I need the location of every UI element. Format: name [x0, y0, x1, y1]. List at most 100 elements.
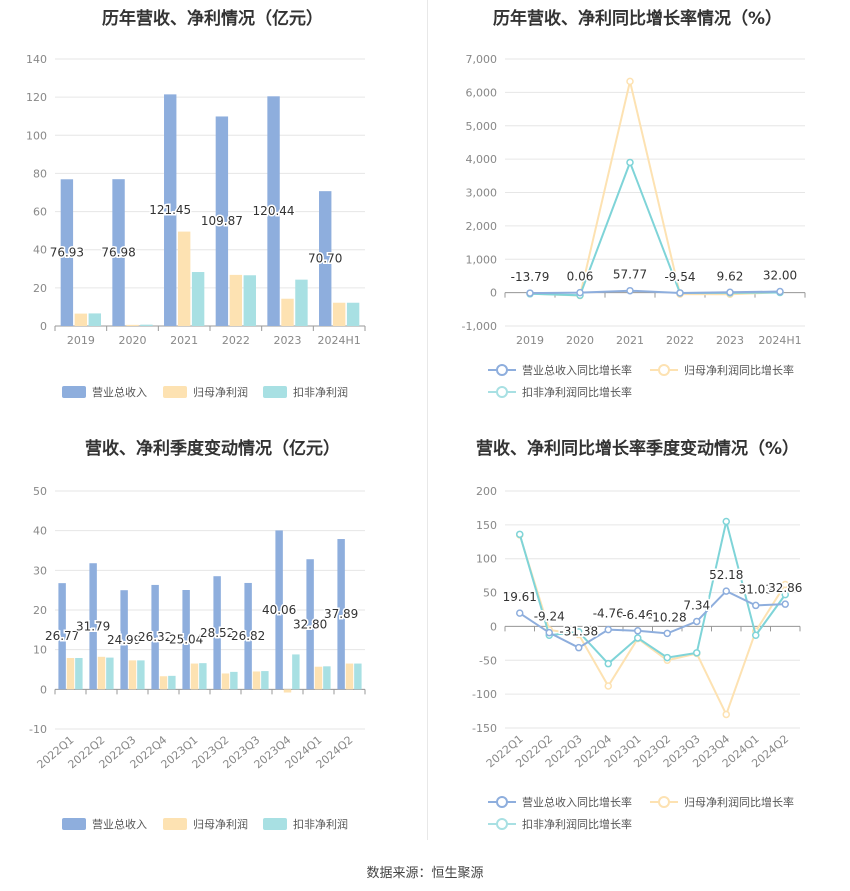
- legend-swatch: [488, 386, 516, 398]
- y-tick-label: 20: [33, 282, 47, 295]
- quarterly-growth-chart: -150-100-500501001502002022Q12022Q22022Q…: [472, 485, 804, 770]
- legend-parent-growth[interactable]: 归母净利润同比增长率: [650, 794, 794, 810]
- legend-swatch: [62, 818, 86, 830]
- bar-归母净利润: [229, 274, 243, 326]
- legend-revenue-growth[interactable]: 营业总收入同比增长率: [488, 794, 632, 810]
- legend-label: 营业总收入同比增长率: [522, 364, 632, 377]
- series-point-扣非净利润同比增长率: [604, 659, 612, 668]
- y-tick-label: 6,000: [466, 86, 498, 99]
- legend-deducted-profit[interactable]: 扣非净利润: [263, 384, 348, 400]
- bar-营业总收入: [319, 191, 332, 326]
- legend-deducted-profit[interactable]: 扣非净利润: [263, 816, 348, 832]
- series-point-营业总收入同比增长率: [545, 628, 553, 637]
- y-tick-label: 4,000: [466, 153, 498, 166]
- series-point-归母净利润同比增长率: [722, 710, 730, 719]
- bar-归母净利润: [345, 663, 354, 690]
- legend-parent-profit[interactable]: 归母净利润: [163, 384, 248, 400]
- series-point-扣非净利润同比增长率: [626, 158, 634, 167]
- y-tick-label: -10: [29, 723, 47, 736]
- point-value-label: -13.79: [511, 270, 550, 284]
- bar-归母净利润: [252, 671, 261, 690]
- bar-value-label: 26.77: [45, 629, 79, 643]
- bar-营业总收入: [275, 530, 283, 690]
- bar-营业总收入: [164, 94, 177, 326]
- y-tick-label: 30: [33, 564, 47, 577]
- annual-bar-chart: 0 20 40 60 80 100 120 140 2019 2020 2021 2022 2023 20…: [26, 53, 366, 347]
- legend-parent-profit[interactable]: 归母净利润: [163, 816, 248, 832]
- series-point-营业总收入同比增长率: [575, 643, 583, 652]
- bar-扣非净利润: [323, 666, 331, 690]
- panel-divider: [427, 0, 428, 840]
- bar-value-label: 76.98: [101, 246, 135, 260]
- legend-label: 营业总收入: [92, 386, 147, 399]
- legend-swatch: [650, 796, 678, 808]
- point-value-label: 32.86: [768, 581, 802, 595]
- bar-营业总收入: [112, 179, 125, 326]
- legend-swatch: [263, 818, 287, 830]
- x-tick-label: 2020: [566, 334, 594, 347]
- point-value-label: 31.03: [739, 582, 773, 596]
- y-tick-label: 0: [40, 320, 47, 333]
- legend-swatch: [488, 796, 516, 808]
- legend-swatch: [488, 818, 516, 830]
- bar-扣非净利润: [295, 279, 308, 326]
- x-tick-label: 2019: [67, 334, 95, 347]
- bar-value-label: 31.79: [76, 619, 110, 633]
- legend-label: 归母净利润: [193, 386, 248, 399]
- series-point-营业总收入同比增长率: [676, 289, 684, 297]
- bar-营业总收入: [182, 590, 190, 690]
- data-source: 数据来源：恒生聚源: [366, 866, 484, 881]
- point-value-label: -4.76: [593, 607, 624, 621]
- y-tick-label: 200: [476, 485, 497, 498]
- legend-revenue[interactable]: 营业总收入: [62, 816, 147, 832]
- quarterly-growth-panel: 营收、净利同比增长率季度变动情况（%） -150 -100 -50 0 50 100 150…: [425, 430, 850, 860]
- series-point-扣非净利润同比增长率: [752, 631, 760, 639]
- series-line-营业总收入同比增长率: [529, 289, 781, 295]
- series-point-营业总收入同比增长率: [722, 587, 730, 595]
- legend-parent-growth[interactable]: 归母净利润同比增长率: [650, 362, 794, 378]
- bar-扣非净利润: [88, 313, 101, 326]
- legend-label: 营业总收入: [92, 818, 147, 831]
- legend-swatch: [263, 386, 287, 398]
- series-point-营业总收入同比增长率: [693, 617, 701, 626]
- bar-归母净利润: [283, 689, 292, 693]
- x-tick-label: 2021: [616, 334, 644, 347]
- y-tick-label: -100: [472, 688, 497, 701]
- legend-deducted-growth[interactable]: 扣非净利润同比增长率: [488, 384, 632, 400]
- chart-title: 营收、净利同比增长率季度变动情况（%）: [475, 439, 800, 459]
- bar-value-label: 70.70: [308, 252, 342, 266]
- point-value-label: -9.54: [664, 270, 695, 284]
- bar-value-label: 32.80: [293, 617, 327, 631]
- bar-扣非净利润: [140, 324, 153, 326]
- bar-归母净利润: [314, 666, 323, 690]
- bar-value-label: 109.87: [201, 214, 243, 228]
- bar-扣非净利润: [346, 302, 360, 326]
- legend-swatch: [62, 386, 86, 398]
- bar-value-label: 120.44: [253, 204, 295, 218]
- point-value-label: 32.00: [763, 269, 797, 283]
- point-value-label: 0.06: [567, 270, 594, 284]
- annual-bar-panel: 历年营收、净利情况（亿元） 0 20 40 60 80 100 120 140 2019 2020…: [0, 0, 425, 430]
- x-tick-label: 2019: [516, 334, 544, 347]
- bar-扣非净利润: [168, 675, 176, 690]
- y-tick-label: 100: [476, 553, 497, 566]
- bar-扣非净利润: [191, 272, 205, 326]
- bar-归母净利润: [159, 676, 168, 690]
- y-tick-label: 40: [33, 525, 47, 538]
- legend-label: 扣非净利润: [293, 386, 348, 399]
- y-tick-label: 0: [490, 620, 497, 633]
- legend-revenue[interactable]: 营业总收入: [62, 384, 147, 400]
- bar-value-label: 76.93: [50, 246, 84, 260]
- bar-营业总收入: [89, 563, 97, 690]
- x-tick-label: 2022: [666, 334, 694, 347]
- y-tick-label: -50: [479, 654, 497, 667]
- legend-revenue-growth[interactable]: 营业总收入同比增长率: [488, 362, 632, 378]
- series-line-归母净利润同比增长率: [529, 81, 781, 297]
- point-value-label: -31.38: [559, 625, 598, 639]
- series-point-归母净利润同比增长率: [604, 682, 612, 690]
- bar-归母净利润: [177, 231, 191, 326]
- bar-扣非净利润: [106, 657, 114, 690]
- bar-value-label: 40.06: [262, 603, 296, 617]
- legend-deducted-growth[interactable]: 扣非净利润同比增长率: [488, 816, 632, 832]
- bar-营业总收入: [58, 583, 66, 690]
